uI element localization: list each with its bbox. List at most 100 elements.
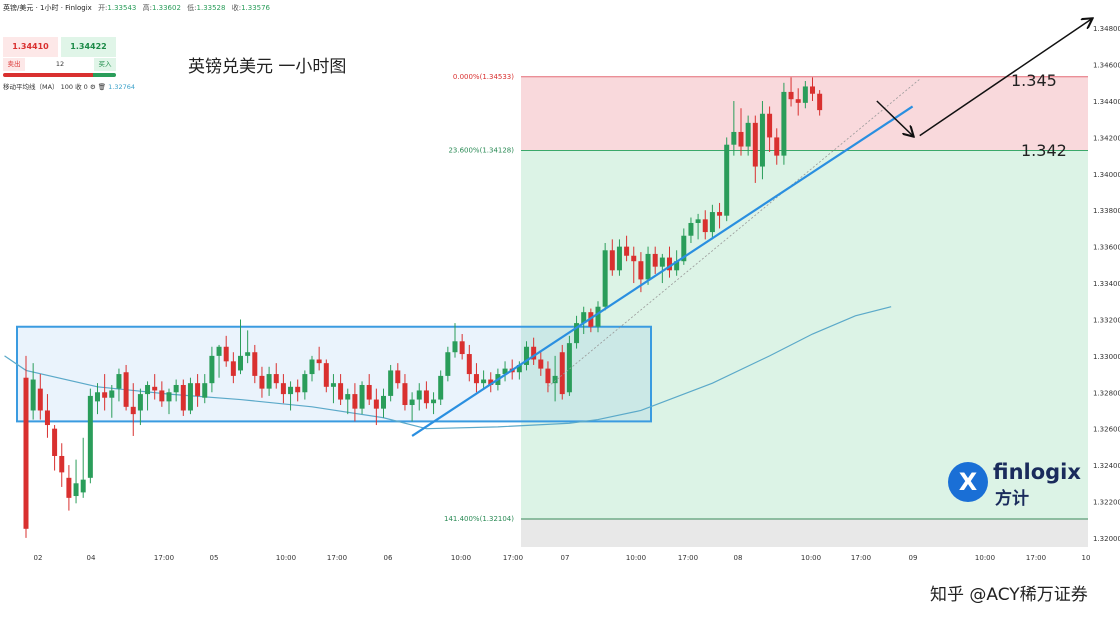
level-high-label: 1.345 xyxy=(1011,71,1057,90)
candle-body xyxy=(502,368,508,375)
candle-body xyxy=(423,390,429,404)
candle-body xyxy=(37,388,43,411)
finlogix-x-logo-icon: X xyxy=(948,462,988,502)
candle-body xyxy=(116,374,122,389)
candle-body xyxy=(109,390,115,398)
x-tick-label: 04 xyxy=(87,554,96,562)
quantity-input[interactable]: 12 xyxy=(55,60,65,68)
candle-body xyxy=(87,395,93,478)
candle-body xyxy=(545,368,551,384)
candle-body xyxy=(295,386,301,393)
buy-button[interactable]: 买入 xyxy=(94,58,116,71)
guide-line xyxy=(547,78,921,388)
candle-body xyxy=(795,99,801,103)
ma-indicator[interactable]: 移动平均线（MA） 100 收 0 ⚙ 🗑 1.32764 xyxy=(3,81,135,91)
candle-body xyxy=(559,352,565,395)
projection-arrow xyxy=(919,19,1092,137)
y-tick-label: 1.33600 xyxy=(1093,244,1120,252)
candle-body xyxy=(159,390,165,402)
candle-body xyxy=(223,346,229,362)
candle-body xyxy=(667,257,672,271)
high-label: 高: xyxy=(142,4,152,12)
y-tick-label: 1.32000 xyxy=(1093,535,1120,543)
candle-body xyxy=(681,235,687,262)
candle-body xyxy=(581,312,587,324)
candle-body xyxy=(781,91,787,156)
pullback-arrow xyxy=(876,100,913,136)
candle-body xyxy=(459,341,465,355)
fib-zone-lower xyxy=(521,150,1088,519)
x-tick-label: 02 xyxy=(34,554,43,562)
chart-title: 英镑兑美元 一小时图 xyxy=(188,57,347,77)
candle-body xyxy=(359,384,365,409)
candle-body xyxy=(316,359,322,364)
candle-body xyxy=(609,250,615,271)
candle-body xyxy=(195,383,201,396)
candle-body xyxy=(702,219,708,233)
x-tick-label: 10:00 xyxy=(626,554,646,562)
candle-body xyxy=(166,392,172,402)
y-tick-label: 1.34200 xyxy=(1093,134,1120,142)
gear-icon[interactable]: ⚙ xyxy=(89,83,96,91)
x-tick-label: 10:00 xyxy=(801,554,821,562)
candle-body xyxy=(688,222,694,236)
candle-body xyxy=(238,355,243,371)
candle-body xyxy=(574,323,580,344)
candle-body xyxy=(66,477,72,498)
sell-price-button[interactable]: 1.34410 xyxy=(3,37,58,57)
candle-body xyxy=(531,346,537,360)
y-tick-label: 1.33400 xyxy=(1093,280,1120,288)
x-tick-label: 08 xyxy=(734,554,743,562)
candle-body xyxy=(130,406,136,415)
candle-body xyxy=(366,384,372,400)
buy-price-button[interactable]: 1.34422 xyxy=(61,37,116,57)
candle-body xyxy=(152,386,158,391)
candle-body xyxy=(95,392,100,402)
candle-body xyxy=(616,246,622,271)
candle-body xyxy=(745,122,751,147)
candle-body xyxy=(738,131,744,147)
candle-body xyxy=(602,250,608,307)
candle-body xyxy=(309,359,315,375)
close-label: 收: xyxy=(231,4,242,12)
candle-body xyxy=(44,410,50,426)
candle-body xyxy=(23,377,29,529)
level-mid-label: 1.342 xyxy=(1021,141,1067,160)
fib-zone-bottom xyxy=(521,518,1088,547)
candle-body xyxy=(724,144,730,216)
candle-body xyxy=(638,261,644,280)
candle-body xyxy=(173,384,179,393)
y-tick-label: 1.33000 xyxy=(1093,353,1120,361)
x-tick-label: 10:00 xyxy=(975,554,995,562)
candle-body xyxy=(59,455,65,473)
candle-body xyxy=(137,394,143,411)
candle-body xyxy=(252,352,258,376)
candle-body xyxy=(381,395,386,409)
candle-body xyxy=(259,375,265,389)
x-tick-label: 10 xyxy=(1082,554,1091,562)
trash-icon[interactable]: 🗑 xyxy=(97,83,107,91)
buy-share-fill xyxy=(93,73,116,77)
sell-button[interactable]: 卖出 xyxy=(3,58,25,71)
candle-body xyxy=(187,383,193,411)
y-tick-label: 1.33800 xyxy=(1093,207,1120,215)
candle-body xyxy=(395,370,401,384)
candle-body xyxy=(488,379,494,385)
high-value: 1.33602 xyxy=(151,4,181,12)
candle-body xyxy=(802,86,808,103)
candle-body xyxy=(595,306,601,327)
x-tick-label: 05 xyxy=(210,554,219,562)
candle-body xyxy=(273,374,279,384)
candle-body xyxy=(631,255,637,262)
ma-value: 1.32764 xyxy=(108,83,136,91)
candle-body xyxy=(245,352,251,356)
trade-panel: 1.34410 1.34422 卖出 12 买入 xyxy=(3,37,116,79)
trendline xyxy=(411,105,914,437)
candle-body xyxy=(409,399,415,406)
symbol-label: 英镑/美元 · 1小时 · Finlogix xyxy=(3,4,92,12)
candle-body xyxy=(302,374,308,393)
candle-body xyxy=(624,246,630,256)
fib-label: 23.600%(1.34128) xyxy=(448,147,514,155)
logo-text-cn: 方计 xyxy=(995,489,1029,509)
